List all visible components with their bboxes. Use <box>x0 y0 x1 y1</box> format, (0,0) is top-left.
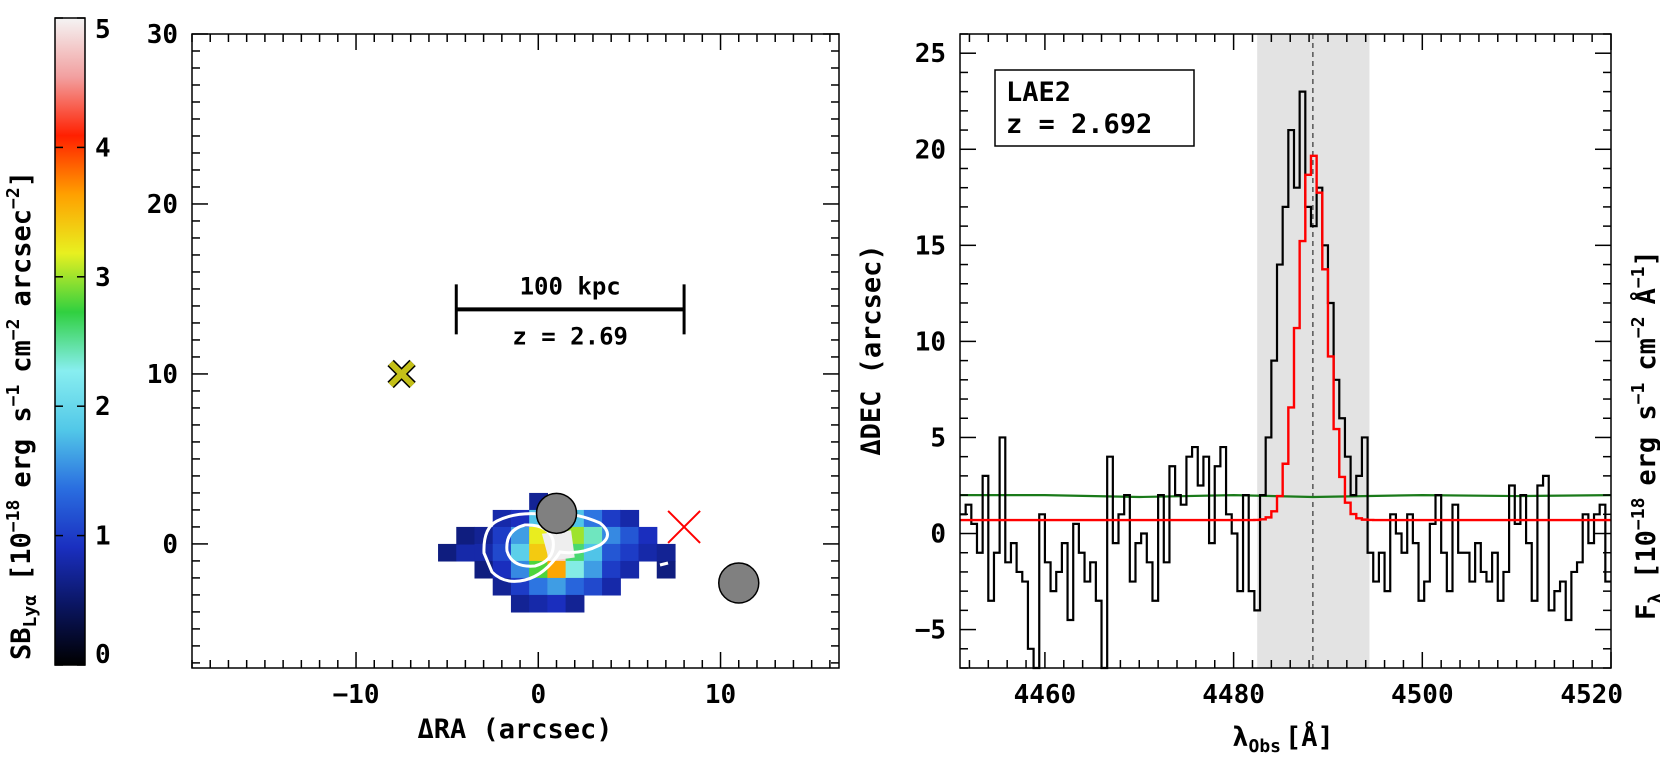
annotation-box <box>994 69 1195 147</box>
red-cross-marker <box>667 510 701 544</box>
spectrum-annotation: LAE2 z = 2.692 <box>994 69 1195 147</box>
colorbar-tick-label: 1 <box>95 522 111 552</box>
spectrum-xlabel: λObs [Å] <box>1232 721 1334 757</box>
map-pixel <box>529 594 548 613</box>
yellow-cross-marker <box>388 360 415 388</box>
map-pixel <box>529 543 548 562</box>
map-pixel <box>565 577 585 596</box>
spectrum-xtick-label: 4460 <box>1014 680 1077 710</box>
colorbar-bar <box>54 17 86 666</box>
map-xtick-label: 0 <box>530 680 546 710</box>
map-axes: −10 0 10 0 10 20 30 <box>147 20 839 710</box>
scale-bar-label-top: 100 kpc <box>520 272 621 300</box>
colorbar-tick-label: 4 <box>95 133 111 163</box>
spectrum-xtick-label: 4520 <box>1560 680 1623 710</box>
gaussian-fit-line <box>960 154 1611 522</box>
spectrum-plot-area <box>960 34 1612 670</box>
map-pixel <box>456 543 476 562</box>
map-xtick-label: 10 <box>705 680 736 710</box>
map-xlabel: ΔRA (arcsec) <box>417 714 612 745</box>
map-pixel <box>547 577 567 596</box>
map-ytick-label: 30 <box>147 20 178 50</box>
spectrum-ytick-label: 10 <box>915 327 946 357</box>
map-ylabel: ΔDEC (arcsec) <box>856 244 887 455</box>
colorbar: 0 1 2 3 4 5 SBLyα[10−18erg s−1cm−2arcsec−2] <box>3 15 111 670</box>
colorbar-label: SBLyα[10−18erg s−1cm−2arcsec−2] <box>3 171 41 660</box>
map-pixel <box>620 543 640 562</box>
spectrum-panel: 4460 4480 4500 4520 −5 0 5 10 15 20 25 LAE2 z = 2.… <box>915 33 1660 757</box>
map-pixel <box>492 560 512 579</box>
map-pixel <box>547 560 567 579</box>
annotation-redshift: z = 2.692 <box>1006 109 1152 140</box>
map-pixel <box>510 594 530 613</box>
map-panel: 100 kpc z = 2.69 −10 0 10 0 10 20 30 ΔRA (arcs… <box>147 20 887 745</box>
map-ytick-label: 20 <box>147 190 178 220</box>
map-pixel <box>656 543 676 562</box>
observed-spectrum-line <box>960 90 1611 670</box>
spectrum-xtick-label: 4480 <box>1202 680 1265 710</box>
spectrum-xtick-label: 4500 <box>1391 680 1454 710</box>
map-markers <box>387 359 760 604</box>
annotation-name: LAE2 <box>1006 77 1071 108</box>
colorbar-tick-label: 2 <box>95 392 111 422</box>
spectrum-ylabel: Fλ[10−18erg s−1cm−2Å−1] <box>1628 250 1660 620</box>
map-pixel <box>510 543 530 562</box>
contour-inner <box>505 523 555 568</box>
map-ytick-label: 10 <box>147 360 178 390</box>
noise-spectrum-line <box>960 493 1612 499</box>
map-pixel <box>565 594 585 613</box>
colorbar-tick-label: 3 <box>95 263 111 293</box>
map-pixel <box>638 526 658 545</box>
map-pixel <box>456 526 476 545</box>
map-pixel <box>529 577 548 596</box>
map-frame <box>191 33 840 669</box>
spectrum-ytick-label: 20 <box>915 135 946 165</box>
scale-bar-label-bottom: z = 2.69 <box>512 322 628 350</box>
map-pixel <box>602 560 621 579</box>
map-pixel <box>438 543 457 562</box>
map-pixel <box>547 594 567 613</box>
spectrum-ytick-label: 15 <box>915 231 946 261</box>
map-pixel <box>583 526 603 545</box>
map-pixel <box>620 526 640 545</box>
gray-circle-marker <box>718 562 760 604</box>
map-pixel <box>620 509 640 528</box>
contour-small <box>659 561 669 567</box>
map-pixel <box>510 526 530 545</box>
map-pixel <box>583 577 603 596</box>
contour-outer <box>482 511 609 583</box>
spectrum-axes: 4460 4480 4500 4520 −5 0 5 10 15 20 25 <box>915 33 1623 710</box>
map-pixel <box>638 543 658 562</box>
spectrum-ytick-label: 5 <box>930 423 946 453</box>
spectrum-ytick-label: −5 <box>915 616 946 646</box>
map-contours <box>482 511 669 583</box>
gray-circle-marker <box>535 492 578 535</box>
map-pixel <box>529 526 548 545</box>
spectrum-frame <box>959 33 1612 669</box>
map-pixel <box>565 560 585 579</box>
scale-bar: 100 kpc z = 2.69 <box>454 272 686 350</box>
spectrum-ytick-label: 25 <box>915 39 946 69</box>
map-pixel <box>602 543 621 562</box>
map-pixel <box>620 560 640 579</box>
colorbar-ticks: 0 1 2 3 4 5 <box>55 15 111 670</box>
map-pixel <box>492 577 512 596</box>
spectrum-ytick-label: 0 <box>930 520 946 550</box>
colorbar-tick-label: 0 <box>95 640 111 670</box>
map-pixel <box>583 560 603 579</box>
map-ytick-label: 0 <box>162 530 178 560</box>
map-pixel <box>602 509 621 528</box>
map-xtick-label: −10 <box>333 680 380 710</box>
colorbar-tick-label: 5 <box>95 15 111 45</box>
map-pixel <box>602 577 621 596</box>
